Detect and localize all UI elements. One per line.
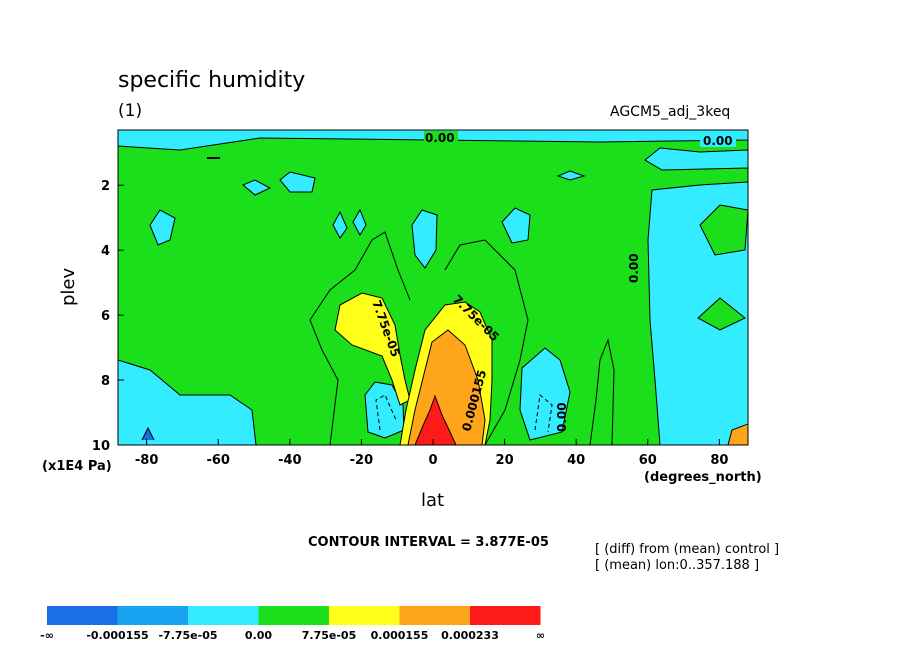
note-diff: [ (diff) from (mean) control ]	[595, 542, 780, 557]
right-green-2	[697, 297, 746, 331]
y-tick-label: 2	[101, 179, 110, 194]
x-tick-label: 40	[567, 453, 585, 468]
contour-label-right: 0.00	[627, 253, 641, 283]
colorbar-label: 0.00	[245, 629, 272, 642]
contour-line-3	[589, 338, 615, 445]
cyan-blob-8	[556, 170, 586, 181]
colorbar-label: 0.000233	[441, 629, 499, 642]
x-tick-label: 80	[710, 453, 728, 468]
colorbar-swatch	[399, 606, 470, 625]
colorbar-swatch	[188, 606, 259, 625]
y-tick-label: 8	[101, 374, 110, 389]
left-bottom-cyan	[118, 359, 257, 445]
cyan-blob-5	[352, 208, 367, 237]
red-spike	[426, 396, 444, 445]
colorbar-label: -∞	[40, 629, 54, 642]
contour-label-bottom-right: 0.00	[555, 402, 569, 432]
right-column	[644, 147, 748, 445]
cyan-blob-1	[149, 209, 176, 246]
colorbar-swatch	[329, 606, 400, 625]
colorbar-swatch	[470, 606, 541, 625]
case-name: AGCM5_adj_3keq	[610, 104, 731, 120]
chart-title: specific humidity	[118, 68, 306, 93]
contour-line-1	[309, 231, 411, 445]
right-orange	[727, 423, 748, 445]
cyan-blob-9	[364, 381, 405, 439]
contour-label-top-right: 0.00	[703, 134, 733, 148]
x-unit-label: (degrees_north)	[644, 470, 762, 485]
right-green-1	[699, 204, 748, 256]
contour-fill	[118, 130, 748, 445]
colorbar-label: 7.75e-05	[302, 629, 356, 642]
blue-spot	[141, 426, 155, 441]
dashed-contour-1	[375, 394, 397, 431]
dashed-contour-2	[534, 394, 553, 433]
x-tick-label: -20	[350, 453, 374, 468]
cyan-blob-10	[519, 347, 571, 441]
colorbar-label: 0.000155	[371, 629, 429, 642]
contour-line-2	[444, 239, 529, 445]
contour-interval: CONTOUR INTERVAL = 3.877E-05	[308, 535, 549, 550]
x-tick-label: 0	[428, 453, 437, 468]
x-tick-label: -60	[206, 453, 230, 468]
chart-subtitle: (1)	[118, 101, 143, 121]
cyan-blob-6	[411, 209, 438, 269]
cyan-blob-2	[242, 179, 272, 196]
cyan-blob-7	[501, 207, 531, 244]
y-unit-label: (x1E4 Pa)	[42, 459, 112, 474]
colorbar-swatch	[117, 606, 188, 625]
y-tick-label: 4	[101, 244, 110, 259]
colorbar-label: -0.000155	[86, 629, 148, 642]
colorbar: -∞ -0.000155 -7.75e-05 0.00 7.75e-05 0.000155…	[40, 606, 545, 642]
axis-ticks: -80 -60 -40 -20 0 20 40 60 80 2 4 6 8 10	[92, 179, 729, 468]
colorbar-swatch	[258, 606, 329, 625]
contour-label-top: 0.00	[425, 131, 455, 145]
x-tick-label: 20	[496, 453, 514, 468]
note-mean: [ (mean) lon:0..357.188 ]	[595, 558, 760, 573]
y-tick-label: 10	[92, 439, 110, 454]
yellow-plume-left	[334, 292, 411, 406]
colorbar-label: -7.75e-05	[158, 629, 217, 642]
x-tick-label: -80	[135, 453, 159, 468]
colorbar-label: ∞	[536, 629, 545, 642]
colorbar-swatch	[47, 606, 118, 625]
x-axis-label: lat	[421, 490, 445, 511]
x-tick-label: 60	[639, 453, 657, 468]
cyan-blob-3	[279, 171, 316, 193]
x-tick-label: -40	[278, 453, 302, 468]
cyan-blob-4	[332, 210, 348, 239]
y-tick-label: 6	[101, 309, 110, 324]
